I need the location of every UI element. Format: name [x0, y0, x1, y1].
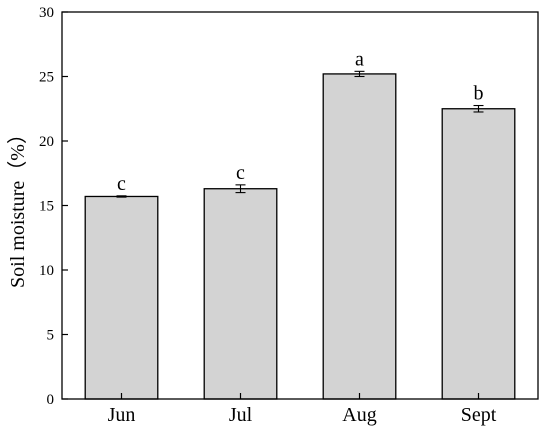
error-bar-aug	[354, 70, 365, 78]
significance-letters-group: c c a b	[117, 48, 483, 194]
bar-jun	[84, 195, 159, 400]
y-tick-label: 5	[47, 328, 55, 344]
error-bar-jun	[116, 195, 127, 198]
bar-sept	[441, 108, 516, 400]
x-tick-label-jul: Jul	[229, 404, 253, 426]
x-tick-label-jun: Jun	[108, 404, 136, 426]
error-bar-sept	[473, 104, 484, 113]
significance-letter-jun: c	[117, 173, 126, 195]
significance-letter-aug: a	[355, 48, 364, 70]
x-tick-label-aug: Aug	[342, 404, 376, 426]
y-tick-label: 20	[39, 134, 54, 150]
bar-aug	[322, 73, 397, 400]
significance-letter-jul: c	[236, 162, 245, 184]
error-bars-group	[116, 70, 484, 198]
y-tick-label: 30	[39, 5, 54, 21]
y-tick-label: 15	[39, 199, 54, 215]
bar-jul	[203, 188, 278, 400]
y-axis-label: Soil moisture（%）	[6, 124, 29, 288]
y-tick-label: 25	[39, 70, 54, 86]
bars-group	[84, 73, 516, 400]
significance-letter-sept: b	[474, 83, 484, 105]
x-axis: Jun Jul Aug Sept	[108, 393, 497, 426]
y-axis: 0 5 10 15 20 25 30	[39, 5, 68, 408]
y-tick-label: 0	[47, 392, 55, 408]
x-tick-label-sept: Sept	[461, 404, 497, 426]
error-bar-jul	[235, 184, 246, 194]
y-tick-label: 10	[39, 263, 54, 279]
plot-frame	[61, 11, 539, 400]
